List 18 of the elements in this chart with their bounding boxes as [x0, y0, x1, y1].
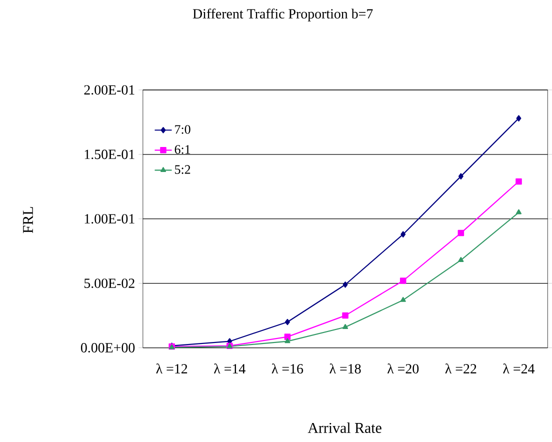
- x-axis-title: Arrival Rate: [308, 422, 382, 434]
- x-tick-label: λ =12: [156, 364, 188, 374]
- x-tick-label: λ =20: [387, 364, 419, 374]
- x-tick-label: λ =22: [445, 364, 476, 374]
- legend-label: 7:0: [175, 125, 190, 134]
- y-tick-label: 2.00E-01: [84, 85, 134, 95]
- x-tick-label: λ =14: [214, 364, 246, 374]
- y-axis-title: FRL: [23, 207, 33, 234]
- y-tick-label: 5.00E-02: [84, 278, 134, 288]
- x-tick-label: λ =18: [330, 364, 361, 374]
- y-tick-label: 1.50E-01: [84, 150, 134, 160]
- chart-title: Different Traffic Proportion b=7: [192, 8, 373, 22]
- x-tick-label: λ =24: [503, 364, 535, 374]
- x-tick-label: λ =16: [272, 364, 304, 374]
- y-tick-label: 0.00E+00: [80, 343, 135, 353]
- y-tick-label: 1.00E-01: [84, 214, 134, 224]
- legend-label: 5:2: [175, 165, 190, 174]
- legend-label: 6:1: [174, 145, 190, 154]
